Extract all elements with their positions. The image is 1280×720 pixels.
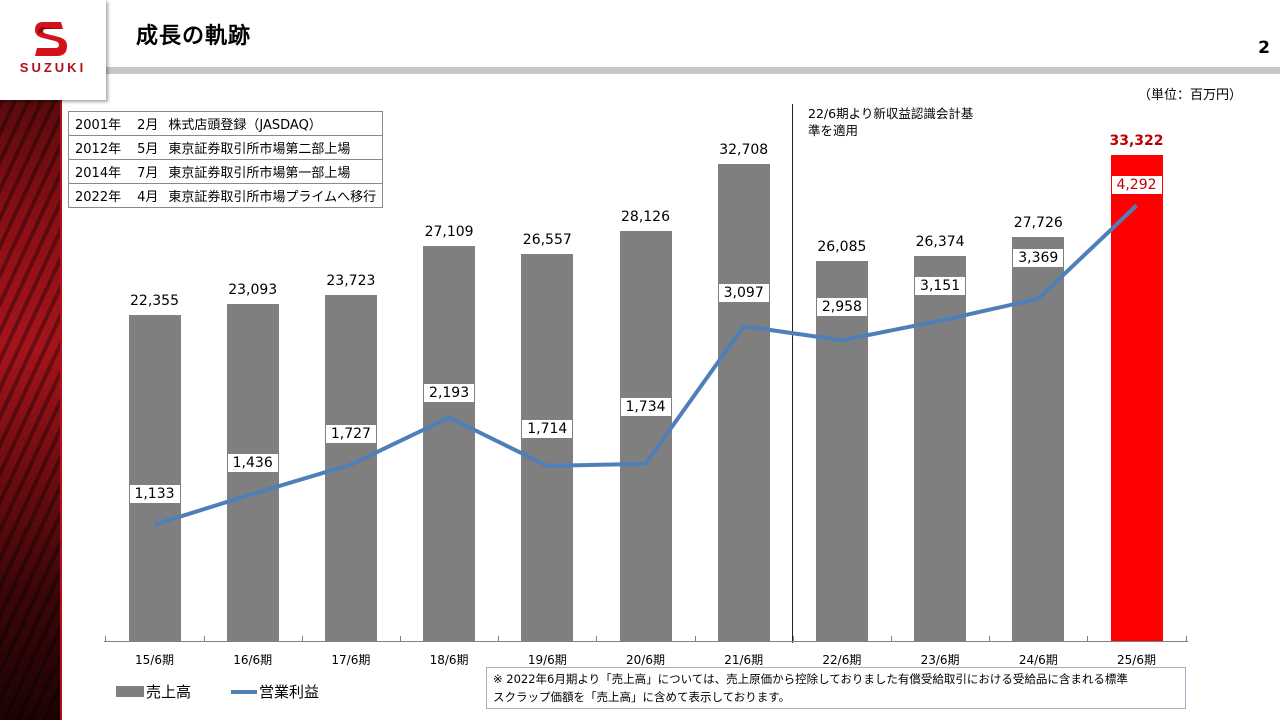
- sales-bar: [1110, 155, 1163, 641]
- footnote-line: ※ 2022年6月期より「売上高」については、売上原価から控除しておりました有償…: [493, 672, 1128, 686]
- listing-history-table: 2001年 2月 株式店頭登録（JASDAQ） 2012年 5月 東京証券取引所市場第二部…: [68, 111, 384, 208]
- profit-value-label: 3,151: [915, 276, 966, 295]
- legend-sales-label: 売上高: [146, 683, 192, 701]
- chart-legend: 売上高 営業利益: [116, 681, 319, 702]
- sales-value-label: 28,126: [621, 208, 670, 225]
- x-axis-tick: [989, 636, 990, 642]
- category-label: 16/6期: [233, 653, 273, 667]
- history-year: 2014年: [68, 159, 132, 184]
- sales-bar: [619, 230, 672, 641]
- category-label: 21/6期: [724, 653, 764, 667]
- profit-value-label: 2,958: [816, 298, 867, 317]
- history-year: 2012年: [68, 135, 132, 160]
- accounting-note-line: 準を適用: [808, 123, 859, 138]
- category-label: 17/6期: [331, 653, 371, 667]
- x-axis-tick: [1186, 636, 1187, 642]
- sales-bar: [521, 253, 574, 641]
- x-axis-tick: [793, 636, 794, 642]
- footnote-box: ※ 2022年6月期より「売上高」については、売上原価から控除しておりました有償…: [486, 667, 1186, 709]
- sales-value-label: 27,109: [424, 223, 474, 240]
- history-month: 5月: [131, 135, 169, 160]
- profit-value-label: 1,436: [227, 453, 278, 472]
- x-axis: [104, 641, 1188, 642]
- sales-bar: [1012, 236, 1065, 641]
- history-event: 東京証券取引所市場第一部上場: [168, 159, 384, 184]
- category-label: 25/6期: [1117, 653, 1156, 667]
- sales-value-label: 26,085: [817, 238, 867, 255]
- sales-value-label: 27,726: [1013, 214, 1063, 231]
- history-month: 2月: [131, 111, 169, 136]
- x-axis-tick: [204, 636, 205, 642]
- profit-value-label: 2,193: [424, 383, 475, 402]
- sales-value-label: 23,723: [326, 273, 376, 290]
- accounting-standard-note: 22/6期より新収益認識会計基 準を適用: [808, 105, 973, 139]
- legend-profit-label: 営業利益: [259, 683, 320, 701]
- profit-value-label: 4,292: [1111, 175, 1162, 194]
- x-axis-tick: [695, 636, 696, 642]
- unit-label: （単位：百万円）: [1138, 88, 1243, 103]
- sales-bar: [324, 295, 377, 641]
- decorative-side-image: [0, 100, 62, 720]
- history-event: 東京証券取引所市場プライムへ移行: [168, 183, 384, 208]
- sales-value-label: 23,093: [228, 282, 278, 299]
- category-label: 23/6期: [920, 653, 960, 667]
- title-divider: [106, 67, 1280, 74]
- profit-value-label: 3,097: [718, 284, 769, 303]
- category-label: 20/6期: [626, 653, 665, 667]
- legend-bar-swatch: [116, 686, 144, 697]
- sales-bar: [914, 256, 967, 641]
- footnote-line: スクラップ価額を「売上高」に含めて表示しております。: [493, 690, 791, 704]
- accounting-change-divider: [792, 104, 793, 643]
- history-month: 4月: [131, 183, 169, 208]
- accounting-note-line: 22/6期より新収益認識会計基: [808, 106, 974, 121]
- profit-value-label: 1,727: [325, 424, 376, 443]
- sales-bar: [815, 260, 868, 641]
- x-axis-tick: [891, 636, 892, 642]
- sales-bar: [423, 245, 476, 641]
- category-label: 15/6期: [135, 653, 174, 667]
- suzuki-s-logo-icon: [35, 22, 67, 56]
- sales-value-label: 22,355: [130, 293, 179, 310]
- x-axis-tick: [1087, 636, 1088, 642]
- sales-bar: [128, 315, 181, 641]
- history-year: 2022年: [68, 183, 132, 208]
- history-row: 2001年 2月 株式店頭登録（JASDAQ）: [68, 111, 384, 136]
- history-event: 東京証券取引所市場第二部上場: [168, 135, 384, 160]
- sales-bar: [226, 304, 279, 641]
- profit-value-label: 1,714: [522, 419, 573, 438]
- legend-line-swatch: [231, 689, 258, 694]
- history-month: 7月: [131, 159, 169, 184]
- x-axis-tick: [105, 636, 106, 642]
- page-title: 成長の軌跡: [136, 24, 252, 49]
- sales-value-label: 32,708: [719, 142, 769, 159]
- category-label: 18/6期: [429, 653, 469, 667]
- category-label: 24/6期: [1018, 653, 1058, 667]
- profit-value-label: 3,369: [1013, 248, 1064, 267]
- history-row: 2014年 7月 東京証券取引所市場第一部上場: [68, 159, 384, 184]
- x-axis-tick: [498, 636, 499, 642]
- x-axis-tick: [596, 636, 597, 642]
- profit-value-label: 1,133: [129, 484, 180, 503]
- profit-value-label: 1,734: [620, 397, 671, 416]
- category-label: 19/6期: [527, 653, 567, 667]
- sales-bar: [717, 164, 770, 641]
- history-row: 2012年 5月 東京証券取引所市場第二部上場: [68, 135, 384, 160]
- logo-wordmark: SUZUKI: [19, 60, 87, 75]
- sales-value-label: 26,374: [915, 234, 965, 251]
- sales-value-label: 33,322: [1109, 133, 1164, 150]
- page-number: 2: [1258, 38, 1270, 58]
- x-axis-tick: [302, 636, 303, 642]
- sales-value-label: 26,557: [522, 231, 572, 248]
- x-axis-tick: [400, 636, 401, 642]
- history-year: 2001年: [68, 111, 132, 136]
- history-row: 2022年 4月 東京証券取引所市場プライムへ移行: [68, 183, 384, 208]
- category-label: 22/6期: [822, 653, 862, 667]
- suzuki-logo: SUZUKI: [0, 0, 106, 100]
- history-event: 株式店頭登録（JASDAQ）: [168, 111, 384, 136]
